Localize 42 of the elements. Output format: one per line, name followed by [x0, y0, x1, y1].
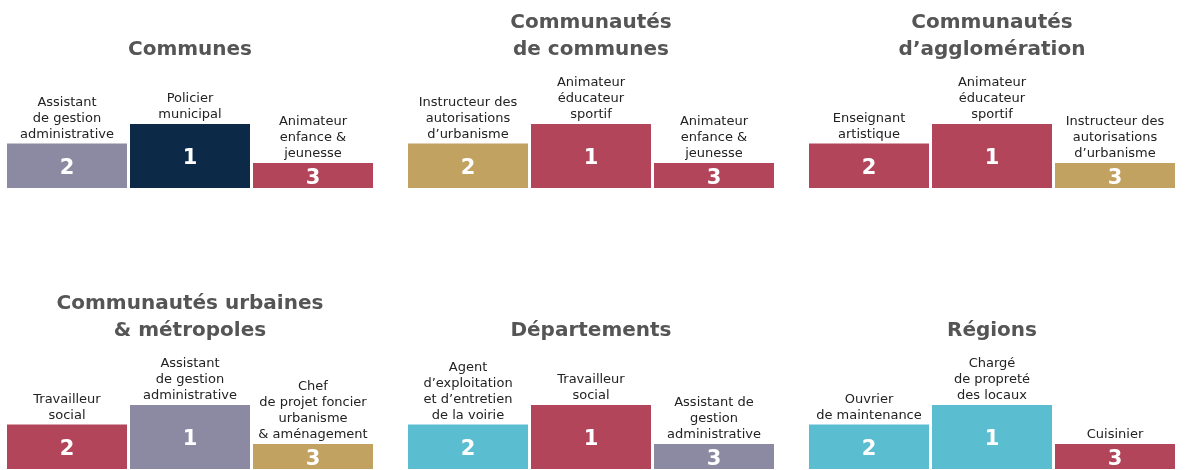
category-label: Ouvrier de maintenance: [816, 390, 922, 422]
category-label: Travailleur social: [556, 371, 626, 402]
category-label: Animateur enfance & jeunesse: [278, 113, 348, 160]
category-label: Agent d’exploitation et d’entretien de la voirie: [423, 358, 513, 422]
text: Départements: [510, 317, 672, 341]
text: Régions: [946, 317, 1038, 341]
data-label: 3: [305, 445, 321, 470]
category-label: Travailleur social: [32, 390, 102, 422]
category-label: Assistant de gestion administrative: [143, 355, 237, 402]
text: Communautés de communes: [510, 9, 672, 60]
data-label: 2: [59, 154, 75, 179]
category-label: Animateur éducateur sportif: [957, 74, 1027, 121]
data-label: 2: [460, 154, 476, 179]
category-label: Instructeur des autorisations d’urbanisme: [418, 93, 518, 141]
category-label: Assistant de gestion administrative: [667, 394, 761, 441]
data-label: 3: [1107, 445, 1123, 470]
text: Communautés urbaines & métropoles: [56, 290, 324, 341]
data-label: 1: [984, 426, 1000, 450]
data-label: 2: [59, 435, 75, 460]
category-label: Assistant de gestion administrative: [20, 93, 114, 141]
data-label: 3: [706, 164, 722, 189]
data-label: 1: [984, 145, 1000, 169]
data-label: 3: [305, 164, 321, 189]
category-label: Animateur enfance & jeunesse: [679, 113, 749, 160]
category-label: Chargé de propreté des locaux: [953, 355, 1031, 402]
category-label: Cuisinier: [1086, 426, 1144, 441]
data-label: 2: [861, 154, 877, 179]
text: Communes: [127, 36, 253, 60]
data-label: 2: [861, 435, 877, 460]
data-label: 3: [1107, 164, 1123, 189]
data-label: 1: [583, 426, 599, 450]
category-label: Animateur éducateur sportif: [556, 74, 626, 121]
data-label: 1: [182, 426, 198, 450]
category-label: Enseignant artistique: [832, 109, 906, 141]
text: Communautés d’agglomération: [898, 9, 1086, 60]
data-label: 3: [706, 445, 722, 470]
data-label: 1: [583, 145, 599, 169]
category-label: Chef de projet foncier urbanisme & aménagement: [258, 378, 368, 441]
data-label: 2: [460, 435, 476, 460]
category-label: Policier municipal: [158, 90, 222, 121]
data-label: 1: [182, 145, 198, 169]
category-label: Instructeur des autorisations d’urbanisme: [1065, 113, 1165, 160]
